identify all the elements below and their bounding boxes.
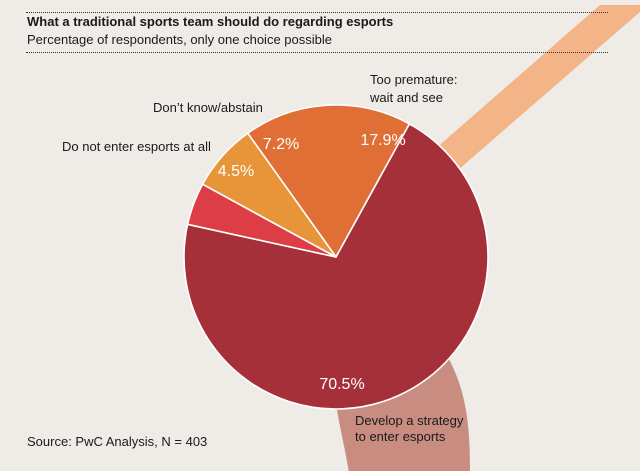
pie-value-label: 4.5% (218, 163, 254, 180)
pie-category-label-line: wait and see (369, 90, 443, 105)
pie-category-label: Too premature: wait and see (369, 72, 457, 105)
pie-slices (183, 104, 489, 410)
pie-category-label-line: Don’t know/abstain (153, 100, 263, 115)
pie-category-label: Don’t know/abstain (153, 100, 263, 115)
decorative-band-top (388, 5, 640, 190)
pie-category-label: Do not enter esports at all (62, 139, 211, 154)
pie-slice (246, 104, 411, 258)
pie-value-label: 17.9% (360, 132, 405, 149)
pie-category-label-line: to enter esports (355, 429, 446, 444)
pie-category-label: Develop a strategy to enter esports (355, 413, 464, 444)
pie-value-labels: 17.9% 70.5% 4.5% 7.2% (218, 132, 406, 393)
chart-title: What a traditional sports team should do… (27, 14, 394, 29)
chart-source: Source: PwC Analysis, N = 403 (27, 434, 208, 449)
pie-category-label-line: Do not enter esports at all (62, 139, 211, 154)
pie-category-label-line: Develop a strategy (355, 413, 464, 428)
chart-subtitle: Percentage of respondents, only one choi… (27, 32, 332, 47)
pie-category-label-line: Too premature: (370, 72, 457, 87)
pie-value-label: 7.2% (263, 136, 299, 153)
pie-category-labels: Too premature: wait and see Develop a stra… (62, 72, 464, 444)
header-bottom-rule (26, 52, 608, 53)
pie-slice (201, 132, 337, 258)
pie-value-label: 70.5% (319, 376, 364, 393)
header-top-rule (26, 12, 608, 13)
pie-slice (183, 123, 489, 410)
